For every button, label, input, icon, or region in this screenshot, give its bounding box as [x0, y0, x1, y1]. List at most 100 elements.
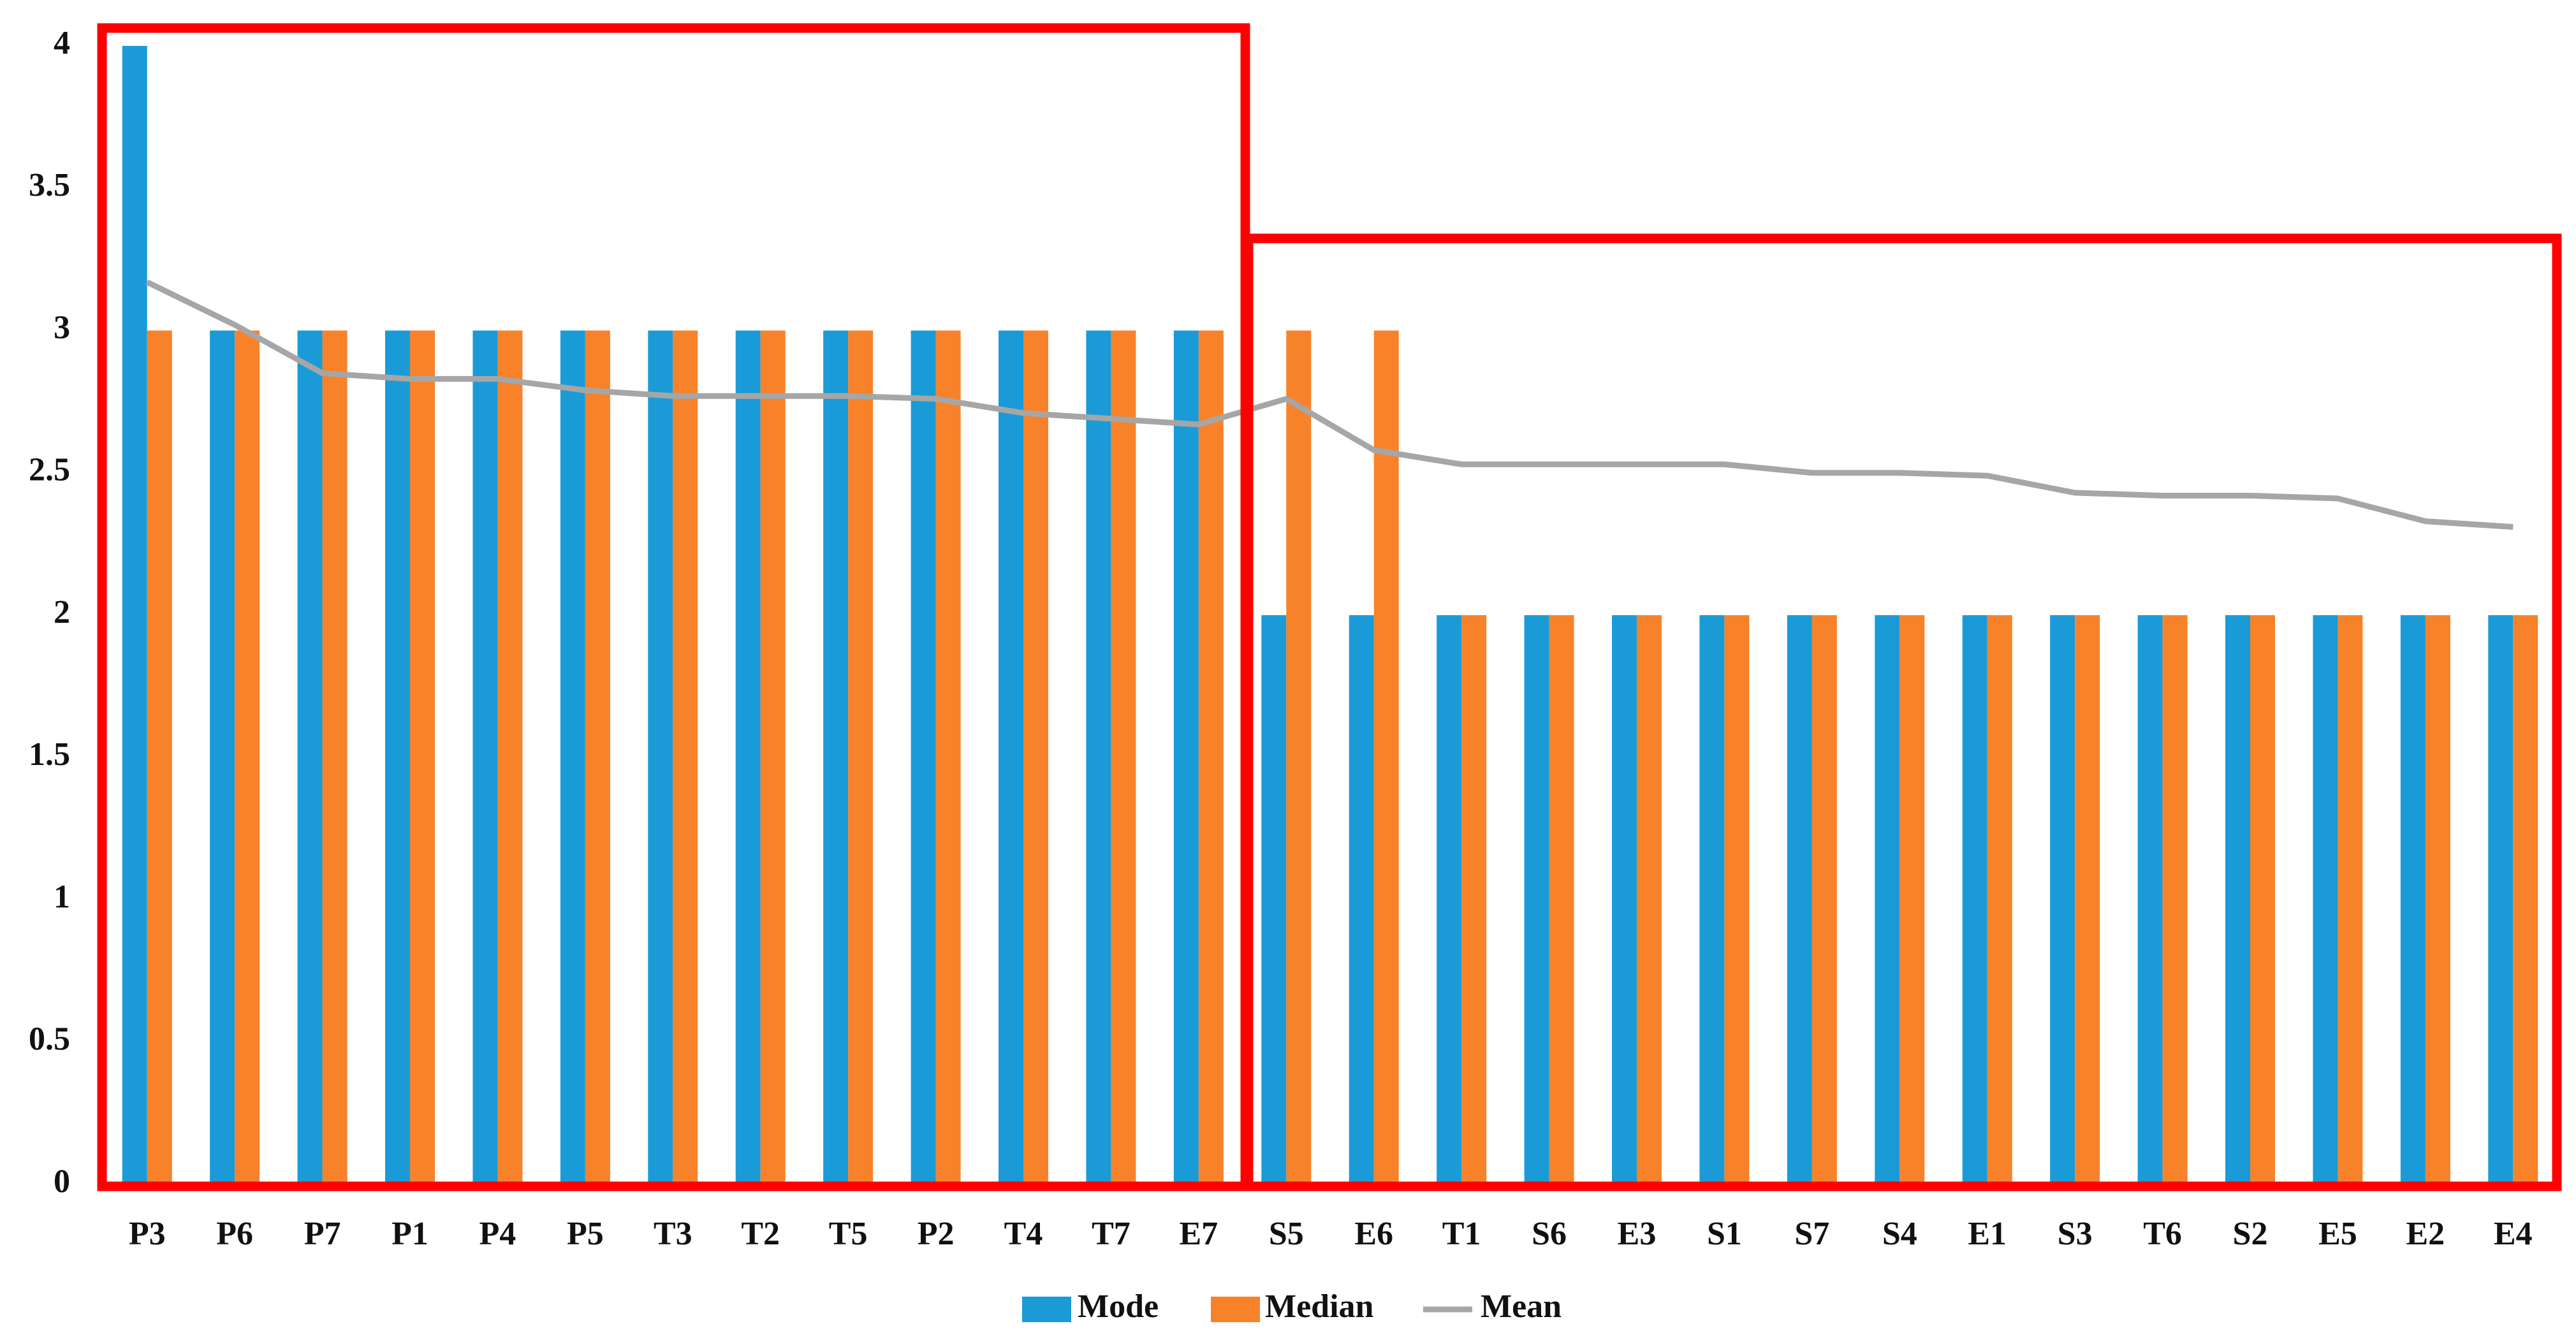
- bar: [648, 330, 673, 1184]
- bar: [385, 330, 410, 1184]
- legend-label: Mode: [1078, 1288, 1159, 1325]
- bar: [1286, 330, 1312, 1184]
- bar: [2513, 615, 2538, 1184]
- y-tick-label: 3.5: [29, 167, 70, 203]
- x-tick-label: S5: [1269, 1216, 1304, 1252]
- bar: [1111, 330, 1136, 1184]
- x-tick-label: P3: [129, 1216, 166, 1252]
- x-tick-label: P1: [392, 1216, 428, 1252]
- bar: [2400, 615, 2426, 1184]
- y-tick-label: 0: [54, 1163, 70, 1200]
- legend-label: Mean: [1481, 1288, 1562, 1325]
- bar: [1899, 615, 1925, 1184]
- bar: [1699, 615, 1725, 1184]
- bar: [297, 330, 323, 1184]
- x-tick-label: T4: [1004, 1216, 1043, 1252]
- bar: [1612, 615, 1637, 1184]
- y-tick-label: 0.5: [29, 1021, 70, 1058]
- bar: [735, 330, 761, 1184]
- bar: [1437, 615, 1462, 1184]
- bar: [1086, 330, 1111, 1184]
- bar: [2225, 615, 2250, 1184]
- y-tick-label: 2.5: [29, 452, 70, 488]
- bar: [2338, 615, 2363, 1184]
- x-tick-label: T2: [741, 1216, 780, 1252]
- x-tick-label: E3: [1618, 1216, 1657, 1252]
- bar: [585, 330, 610, 1184]
- bar: [2250, 615, 2275, 1184]
- x-tick-label: P2: [918, 1216, 955, 1252]
- x-tick-label: E1: [1968, 1216, 2007, 1252]
- bar: [1173, 330, 1199, 1184]
- highlight-box: [1243, 233, 2562, 1191]
- x-tick-label: P4: [479, 1216, 516, 1252]
- bar: [823, 330, 849, 1184]
- bar: [673, 330, 698, 1184]
- bar: [122, 46, 147, 1184]
- bar: [235, 330, 260, 1184]
- bar: [1724, 615, 1750, 1184]
- bar: [1787, 615, 1812, 1184]
- x-tick-label: T6: [2143, 1216, 2182, 1252]
- y-tick-label: 1.5: [29, 736, 70, 773]
- bar: [1962, 615, 1987, 1184]
- y-tick-label: 2: [54, 594, 70, 630]
- bar: [1023, 330, 1048, 1184]
- bar: [2137, 615, 2163, 1184]
- bar: [848, 330, 874, 1184]
- bar: [1637, 615, 1662, 1184]
- bar: [1198, 330, 1224, 1184]
- x-tick-label: S6: [1532, 1216, 1567, 1252]
- y-tick-label: 3: [54, 309, 70, 346]
- bar: [410, 330, 435, 1184]
- x-tick-label: P5: [567, 1216, 604, 1252]
- x-tick-label: S1: [1707, 1216, 1742, 1252]
- y-tick-label: 4: [54, 25, 70, 61]
- x-tick-label: E7: [1180, 1216, 1218, 1252]
- bar: [1373, 330, 1399, 1184]
- x-tick-label: T3: [654, 1216, 692, 1252]
- legend-swatch: [1211, 1297, 1260, 1322]
- bar: [999, 330, 1023, 1184]
- bar: [2075, 615, 2100, 1184]
- bar: [560, 330, 585, 1184]
- x-tick-label: T1: [1442, 1216, 1481, 1252]
- bar: [1549, 615, 1574, 1184]
- bar: [2050, 615, 2075, 1184]
- x-tick-label: S3: [2058, 1216, 2093, 1252]
- legend-swatch: [1022, 1297, 1071, 1322]
- bar: [1987, 615, 2012, 1184]
- bar: [1349, 615, 1374, 1184]
- x-tick-label: E2: [2406, 1216, 2445, 1252]
- bar: [2425, 615, 2450, 1184]
- bar: [935, 330, 961, 1184]
- bar: [2488, 615, 2514, 1184]
- bar: [322, 330, 348, 1184]
- x-tick-label: T7: [1092, 1216, 1131, 1252]
- legend-label: Median: [1265, 1288, 1374, 1325]
- bar: [147, 330, 172, 1184]
- bar: [760, 330, 786, 1184]
- bar: [2162, 615, 2188, 1184]
- x-tick-label: P6: [216, 1216, 253, 1252]
- bar: [1524, 615, 1549, 1184]
- mean-line: [145, 279, 2514, 530]
- bar: [911, 330, 936, 1184]
- bar: [497, 330, 523, 1184]
- bar: [472, 330, 498, 1184]
- bar: [1875, 615, 1900, 1184]
- bar: [1261, 615, 1287, 1184]
- bar: [2313, 615, 2338, 1184]
- x-tick-label: S7: [1794, 1216, 1829, 1252]
- y-tick-label: 1: [54, 878, 70, 915]
- x-tick-label: P7: [304, 1216, 341, 1252]
- x-tick-label: E6: [1354, 1216, 1393, 1252]
- x-tick-label: S4: [1882, 1216, 1917, 1252]
- bar: [1461, 615, 1487, 1184]
- x-tick-label: S2: [2233, 1216, 2268, 1252]
- bar: [210, 330, 235, 1184]
- x-tick-label: E5: [2318, 1216, 2357, 1252]
- x-tick-label: T5: [829, 1216, 868, 1252]
